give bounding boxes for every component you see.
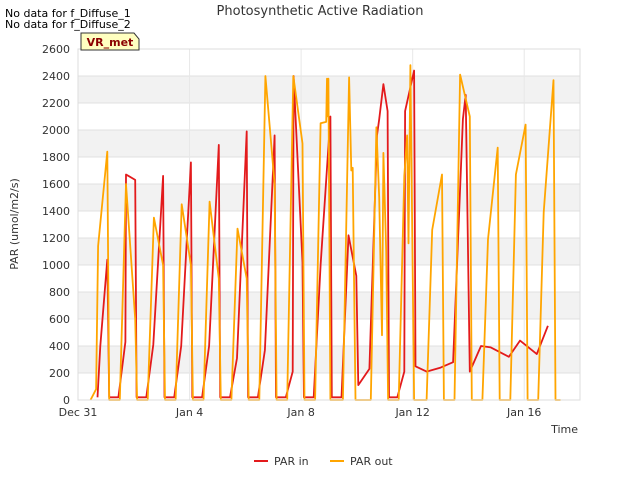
y-tick-label: 800 <box>49 286 70 299</box>
y-tick-label: 2400 <box>42 70 70 83</box>
legend-label: PAR out <box>350 455 393 468</box>
y-axis-label: PAR (umol/m2/s) <box>8 178 21 270</box>
x-tick-label: Jan 16 <box>506 406 541 419</box>
y-tick-label: 400 <box>49 340 70 353</box>
x-tick-label: Jan 12 <box>394 406 429 419</box>
chart-title: Photosynthetic Active Radiation <box>216 4 424 19</box>
y-tick-label: 0 <box>63 394 70 407</box>
y-tick-label: 2200 <box>42 97 70 110</box>
y-tick-label: 2000 <box>42 124 70 137</box>
y-tick-label: 600 <box>49 313 70 326</box>
no-data-note-2: No data for f_Diffuse_2 <box>5 18 131 31</box>
y-tick-label: 1800 <box>42 151 70 164</box>
x-axis-label: Time <box>550 423 578 436</box>
series-line-par-in <box>96 69 549 399</box>
y-tick-label: 2600 <box>42 43 70 56</box>
plot-frame <box>77 48 581 401</box>
y-tick-label: 1000 <box>42 259 70 272</box>
y-tick-label: 1400 <box>42 205 70 218</box>
legend-label: PAR in <box>274 455 309 468</box>
y-tick-label: 1600 <box>42 178 70 191</box>
y-tick-label: 1200 <box>42 232 70 245</box>
x-tick-label: Jan 4 <box>175 406 203 419</box>
vr-met-badge-label: VR_met <box>87 36 134 49</box>
y-tick-label: 200 <box>49 367 70 380</box>
x-tick-label: Jan 8 <box>286 406 314 419</box>
no-data-note-1: No data for f_Diffuse_1 <box>5 7 131 20</box>
x-tick-label: Dec 31 <box>59 406 98 419</box>
vr-met-badge: VR_met <box>80 32 140 51</box>
